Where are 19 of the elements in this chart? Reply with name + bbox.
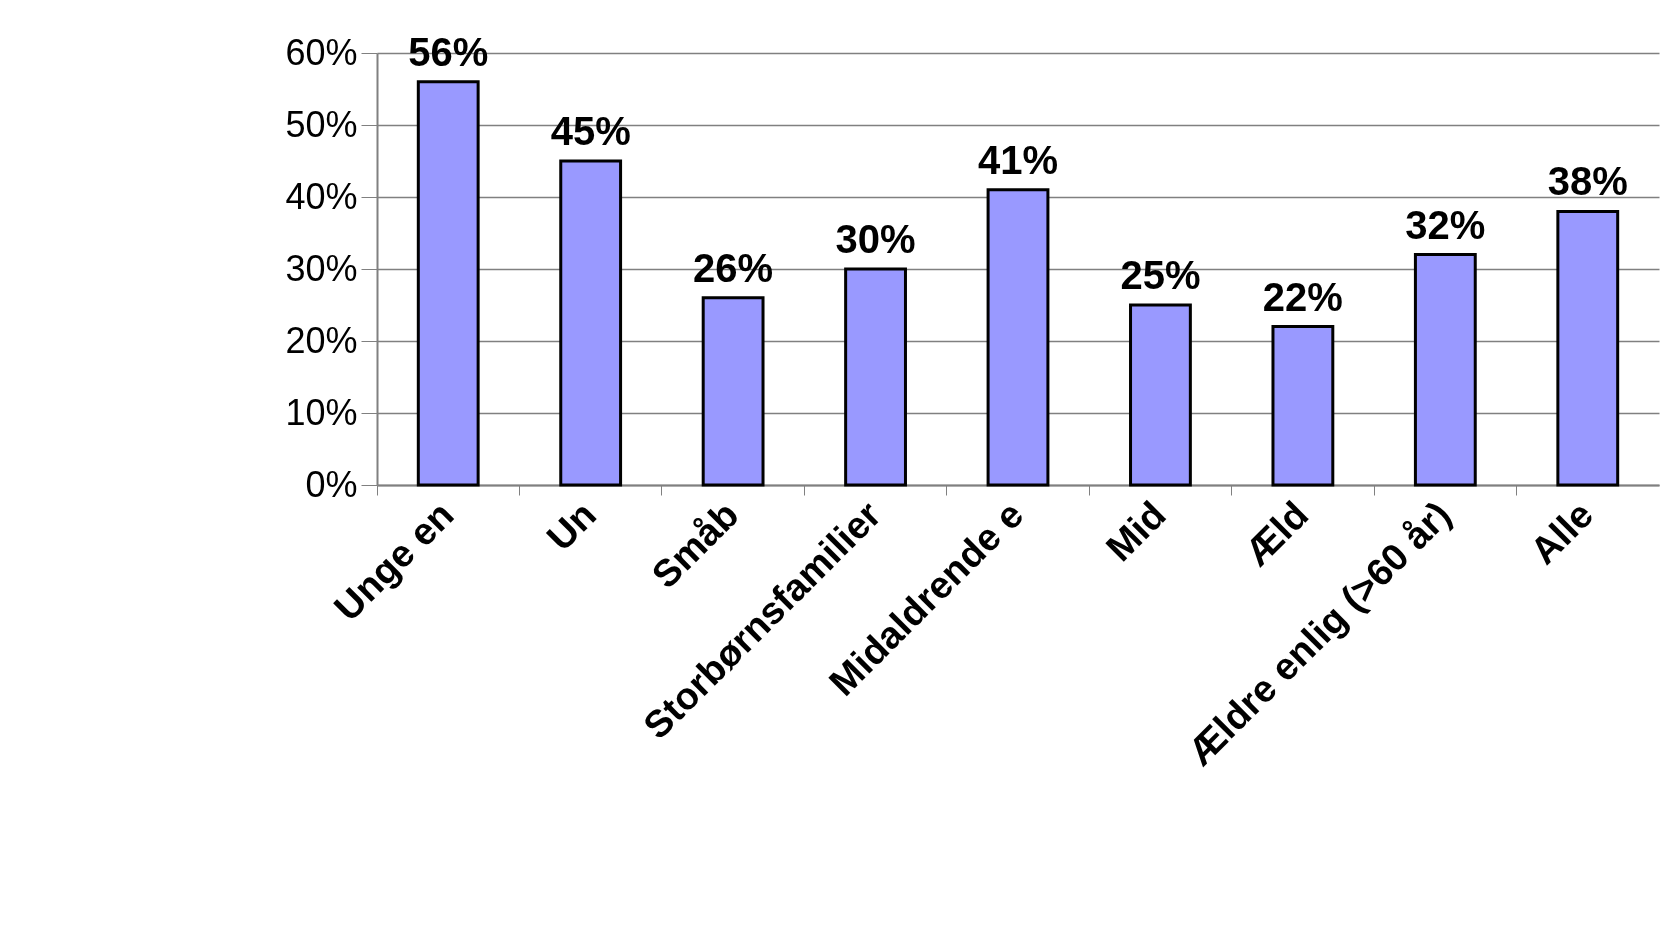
data-label: 41% bbox=[977, 137, 1059, 182]
y-tick-label: 0% bbox=[305, 463, 358, 505]
data-label: 26% bbox=[693, 245, 774, 290]
y-tick-label: 60% bbox=[285, 31, 358, 73]
data-label: 25% bbox=[1120, 253, 1201, 297]
y-tick-label: 50% bbox=[285, 103, 358, 145]
data-label: 22% bbox=[1262, 274, 1343, 319]
y-tick-label: 30% bbox=[285, 247, 358, 289]
y-tick-label: 20% bbox=[285, 319, 358, 361]
x-tick-label: Mid bbox=[1097, 493, 1174, 570]
x-tick-label: Un bbox=[538, 493, 605, 559]
x-tick-label: Alle bbox=[1522, 493, 1602, 573]
data-label: 30% bbox=[835, 217, 916, 261]
data-label: 45% bbox=[550, 109, 631, 153]
y-tick-label: 10% bbox=[285, 391, 358, 433]
data-label: 38% bbox=[1547, 159, 1628, 204]
data-label: 56% bbox=[408, 29, 489, 74]
y-tick-label: 40% bbox=[285, 175, 358, 217]
data-label: 32% bbox=[1405, 202, 1486, 247]
